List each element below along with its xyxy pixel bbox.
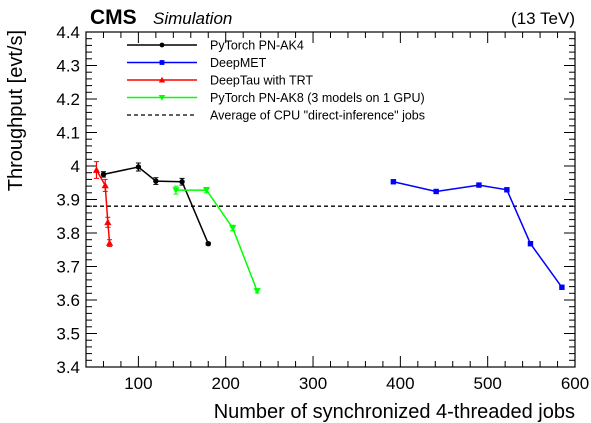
data-point (476, 182, 482, 188)
y-tick-label: 4.2 (56, 90, 80, 109)
data-point (202, 187, 211, 194)
x-axis-title: Number of synchronized 4-threaded jobs (214, 401, 575, 423)
x-tick-label: 100 (124, 374, 152, 393)
legend-label: DeepTau with TRT (210, 74, 313, 88)
data-point (205, 241, 211, 247)
series-2 (92, 161, 114, 247)
data-point (135, 164, 142, 170)
x-tick-label: 600 (561, 374, 589, 393)
series-line (95, 169, 111, 244)
series-1 (390, 179, 565, 290)
legend-label: PyTorch PN-AK8 (3 models on 1 GPU) (210, 91, 425, 105)
series-line (393, 181, 563, 288)
x-tick-label: 500 (473, 374, 501, 393)
data-point (100, 171, 107, 178)
data-point (253, 288, 261, 295)
legend: PyTorch PN-AK4 DeepMET DeepTau with TRT PyT… (127, 39, 425, 123)
legend-swatch-marker (159, 42, 165, 48)
legend-swatch-marker (158, 76, 166, 83)
y-tick-label: 3.6 (56, 291, 80, 310)
series-line (175, 189, 258, 292)
simulation-label: Simulation (153, 9, 232, 28)
legend-label: PyTorch PN-AK4 (210, 39, 304, 53)
data-point (105, 239, 114, 246)
legend-label: Average of CPU "direct-inference" jobs (210, 109, 425, 123)
series-0 (100, 162, 211, 247)
data-point (104, 218, 112, 226)
data-point (172, 187, 180, 194)
legend-label: DeepMET (210, 56, 267, 70)
x-tick-label: 400 (386, 374, 414, 393)
data-point (101, 181, 109, 189)
energy-label: (13 TeV) (511, 9, 575, 28)
y-tick-label: 3.9 (56, 191, 80, 210)
data-point (559, 284, 565, 290)
y-tick-label: 4.1 (56, 124, 80, 143)
y-tick-label: 4.3 (56, 57, 80, 76)
axes-layer: 100 200 300 400 500 600 3.4 3.5 3.6 3.7 3.8 3.9 4 4.1… (56, 23, 589, 393)
y-tick-label: 4 (71, 157, 80, 176)
y-tick-label: 3.7 (56, 258, 80, 277)
series-layer (92, 161, 565, 295)
y-tick-label: 3.4 (56, 358, 80, 377)
x-tick-label: 200 (212, 374, 240, 393)
data-point (527, 241, 534, 247)
data-point (92, 166, 101, 173)
data-point (504, 187, 510, 193)
data-point (229, 225, 237, 232)
series-3 (172, 185, 261, 295)
x-tick-label: 300 (299, 374, 327, 393)
y-tick-label: 3.8 (56, 224, 80, 243)
data-point (153, 178, 159, 184)
legend-swatch-marker (159, 60, 165, 65)
data-point (390, 179, 397, 185)
data-point (179, 179, 185, 185)
y-tick-label: 3.5 (56, 325, 80, 344)
experiment-label: CMS (90, 6, 137, 29)
y-tick-label: 4.4 (56, 23, 80, 42)
data-point (433, 188, 439, 195)
legend-swatch-marker (158, 94, 166, 101)
y-axis-title: Throughput [evt/s] (5, 30, 27, 191)
